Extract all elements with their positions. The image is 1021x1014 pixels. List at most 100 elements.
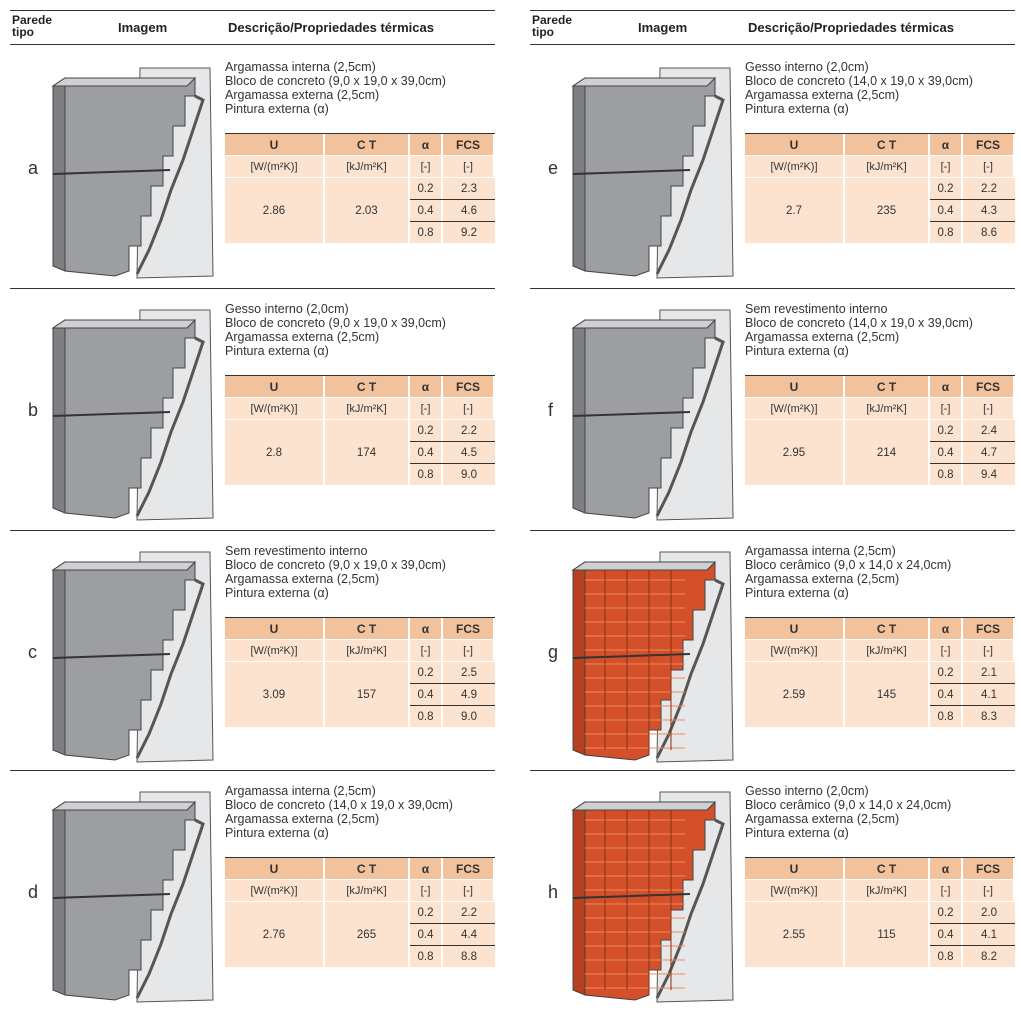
header-image: Imagem <box>638 20 688 35</box>
table-header: FCS <box>443 134 493 155</box>
alpha-value: 0.8 <box>410 946 441 967</box>
fcs-value: 4.5 <box>443 442 495 463</box>
description-line: Gesso interno (2,0cm) <box>745 784 869 798</box>
ct-value: 115 <box>845 902 928 967</box>
ct-value: 235 <box>845 178 928 243</box>
fcs-value: 9.4 <box>963 464 1015 485</box>
fcs-value: 8.6 <box>963 222 1015 243</box>
description-line: Argamassa externa (2,5cm) <box>225 812 380 826</box>
rule <box>745 133 1015 134</box>
fcs-value: 2.1 <box>963 662 1015 683</box>
alpha-value: 0.2 <box>410 178 441 199</box>
rule <box>930 923 1015 924</box>
rule <box>410 683 495 684</box>
description-line: Argamassa externa (2,5cm) <box>225 330 380 344</box>
table-header: U <box>225 858 323 879</box>
rule <box>225 617 495 618</box>
table-header: α <box>930 858 961 879</box>
alpha-value: 0.4 <box>930 442 961 463</box>
table-unit: [W/(m²K)] <box>225 880 323 901</box>
rule <box>930 683 1015 684</box>
alpha-value: 0.2 <box>410 662 441 683</box>
ct-value: 2.03 <box>325 178 408 243</box>
fcs-value: 4.3 <box>963 200 1015 221</box>
description-line: Pintura externa (α) <box>745 826 849 840</box>
u-value: 2.95 <box>745 420 843 485</box>
table-header: α <box>410 858 441 879</box>
header-image: Imagem <box>118 20 168 35</box>
rule <box>225 375 495 376</box>
rule <box>530 770 1015 771</box>
fcs-value: 4.7 <box>963 442 1015 463</box>
fcs-value: 2.2 <box>963 178 1015 199</box>
description-line: Bloco cerâmico (9,0 x 14,0 x 24,0cm) <box>745 798 952 812</box>
rule <box>410 705 495 706</box>
table-header: FCS <box>443 376 493 397</box>
alpha-value: 0.2 <box>930 420 961 441</box>
table-unit: [kJ/m²K] <box>845 156 928 177</box>
alpha-value: 0.4 <box>410 684 441 705</box>
alpha-value: 0.4 <box>930 684 961 705</box>
description-line: Pintura externa (α) <box>225 344 329 358</box>
alpha-value: 0.4 <box>930 924 961 945</box>
rule <box>930 945 1015 946</box>
description-line: Bloco de concreto (14,0 x 19,0 x 39,0cm) <box>745 74 973 88</box>
wall-image <box>51 791 214 1003</box>
description-line: Argamassa interna (2,5cm) <box>745 544 896 558</box>
wall-image <box>571 791 734 1003</box>
alpha-value: 0.8 <box>410 222 441 243</box>
table-unit: [W/(m²K)] <box>225 156 323 177</box>
u-value: 2.7 <box>745 178 843 243</box>
rule <box>410 463 495 464</box>
wall-image <box>571 67 734 279</box>
wall-image <box>571 551 734 763</box>
alpha-value: 0.4 <box>410 924 441 945</box>
rule <box>530 10 1015 11</box>
description-line: Pintura externa (α) <box>225 826 329 840</box>
table-unit: [kJ/m²K] <box>325 398 408 419</box>
table-header: C T <box>845 376 928 397</box>
description-line: Argamassa interna (2,5cm) <box>225 784 376 798</box>
table-header: FCS <box>963 618 1013 639</box>
fcs-value: 2.0 <box>963 902 1015 923</box>
fcs-value: 4.4 <box>443 924 495 945</box>
table-header: FCS <box>963 134 1013 155</box>
alpha-value: 0.2 <box>930 902 961 923</box>
table-header: C T <box>845 858 928 879</box>
wall-label: h <box>548 882 559 902</box>
description-line: Pintura externa (α) <box>225 102 329 116</box>
rule <box>530 288 1015 289</box>
fcs-value: 2.2 <box>443 902 495 923</box>
rule <box>930 221 1015 222</box>
table-header: C T <box>845 618 928 639</box>
description-line: Bloco de concreto (9,0 x 19,0 x 39,0cm) <box>225 316 446 330</box>
table-header: FCS <box>963 858 1013 879</box>
table-unit: [-] <box>410 398 441 419</box>
alpha-value: 0.2 <box>930 662 961 683</box>
fcs-value: 2.5 <box>443 662 495 683</box>
header-description: Descrição/Propriedades térmicas <box>228 20 434 35</box>
wall-label: b <box>28 400 39 420</box>
table-header: α <box>410 618 441 639</box>
table-unit: [-] <box>930 398 961 419</box>
wall-image <box>571 309 734 521</box>
table-unit: [-] <box>930 880 961 901</box>
description-line: Sem revestimento interno <box>225 544 368 558</box>
rule <box>410 441 495 442</box>
wall-image <box>51 551 214 763</box>
alpha-value: 0.8 <box>410 706 441 727</box>
table-header: U <box>745 134 843 155</box>
fcs-value: 2.4 <box>963 420 1015 441</box>
table-header: U <box>745 618 843 639</box>
description-line: Bloco cerâmico (9,0 x 14,0 x 24,0cm) <box>745 558 952 572</box>
table-unit: [W/(m²K)] <box>745 156 843 177</box>
fcs-value: 9.0 <box>443 464 495 485</box>
table-header: U <box>745 858 843 879</box>
table-header: U <box>225 134 323 155</box>
fcs-value: 4.1 <box>963 684 1015 705</box>
wall-label: f <box>548 400 554 420</box>
table-header: α <box>410 376 441 397</box>
table-unit: [-] <box>963 398 1013 419</box>
u-value: 2.76 <box>225 902 323 967</box>
